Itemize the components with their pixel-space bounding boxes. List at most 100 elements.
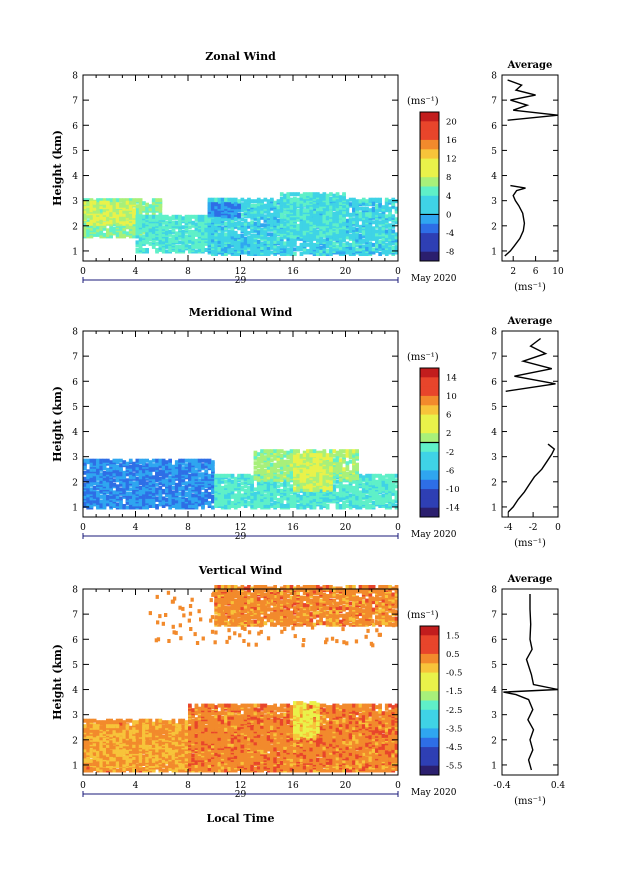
heatmap-cell	[289, 449, 294, 454]
heatmap-cell	[106, 499, 110, 504]
heatmap-cell	[188, 504, 192, 508]
heatmap-cell	[276, 205, 281, 210]
heatmap-cell	[348, 499, 353, 504]
heatmap-cell	[391, 229, 396, 234]
heatmap-cell	[197, 241, 202, 246]
heatmap-cell	[273, 212, 277, 217]
heatmap-cell	[165, 231, 169, 236]
heatmap-cell	[102, 496, 107, 501]
heatmap-cell	[217, 217, 222, 222]
heatmap-cell	[279, 470, 284, 475]
heatmap-cell	[319, 225, 323, 230]
heatmap-cell	[155, 198, 159, 203]
heatmap-cell	[371, 250, 376, 255]
heatmap-cell	[220, 214, 225, 219]
heatmap-cell	[394, 206, 399, 211]
heatmap-cell	[270, 467, 274, 472]
heatmap-cell	[266, 252, 271, 256]
heatmap-cell	[316, 211, 320, 216]
heatmap-cell	[302, 216, 307, 221]
heatmap-cell	[358, 496, 363, 501]
heatmap-cell	[270, 449, 274, 454]
heatmap-cell	[306, 226, 310, 231]
heatmap-cell	[391, 223, 396, 228]
heatmap-cell	[178, 491, 182, 496]
heatmap-cell	[230, 197, 235, 202]
heatmap-cell	[92, 485, 97, 490]
heatmap-cell	[220, 205, 225, 210]
heatmap-cell	[227, 197, 232, 202]
heatmap-cell	[230, 487, 235, 492]
heatmap-cell	[194, 497, 199, 502]
heatmap-cell	[99, 458, 104, 463]
heatmap-cell	[145, 231, 149, 236]
heatmap-cell	[102, 464, 107, 469]
x-tick-label: 0	[395, 267, 401, 277]
heatmap-cell	[89, 215, 94, 220]
heatmap-cell	[240, 236, 245, 241]
heatmap-cell	[263, 474, 268, 479]
heatmap-cell	[253, 199, 258, 204]
heatmap-cell	[158, 461, 163, 466]
heatmap-cell	[217, 203, 222, 208]
heatmap-cell	[184, 458, 189, 463]
heatmap-cell	[233, 209, 238, 214]
heatmap-cell	[266, 232, 271, 237]
heatmap-cell	[358, 217, 363, 222]
heatmap-cell	[375, 242, 379, 247]
heatmap-cell	[384, 473, 389, 478]
heatmap-cell	[384, 214, 389, 219]
heatmap-cell	[342, 500, 346, 505]
heatmap-cell	[296, 482, 300, 487]
heatmap-cell	[211, 249, 215, 253]
heatmap-cell	[102, 221, 107, 226]
heatmap-cell	[381, 500, 386, 505]
heatmap-cell	[289, 459, 294, 464]
heatmap-cell	[312, 242, 317, 247]
heatmap-cell	[306, 201, 310, 206]
heatmap-cell	[365, 481, 369, 486]
heatmap-cell	[306, 208, 310, 213]
heatmap-cell	[302, 242, 307, 247]
heatmap-cell	[243, 493, 248, 498]
heatmap-cell	[368, 197, 373, 202]
heatmap-cell	[384, 252, 389, 256]
heatmap-cell	[286, 216, 291, 221]
heatmap-cell	[309, 490, 314, 495]
heatmap-cell	[391, 245, 396, 250]
heatmap-cell	[247, 235, 251, 240]
heatmap-cell	[237, 226, 241, 231]
heatmap-cell	[240, 206, 245, 211]
heatmap-cell	[378, 202, 382, 207]
heatmap-cell	[240, 197, 245, 202]
heatmap-cell	[302, 223, 307, 228]
heatmap-cell	[142, 472, 146, 477]
heatmap-cell	[256, 221, 261, 226]
heatmap-cell	[224, 479, 228, 484]
heatmap-cell	[128, 504, 133, 508]
heatmap-cell	[384, 494, 389, 499]
heatmap-cell	[302, 202, 307, 207]
heatmap-cell	[361, 488, 366, 493]
heatmap-cell	[293, 196, 297, 201]
heatmap-cell	[128, 497, 133, 502]
heatmap-cell	[230, 239, 235, 244]
heatmap-cell	[256, 502, 261, 507]
y-tick-label: 1	[72, 247, 78, 257]
heatmap-cell	[99, 208, 104, 213]
heatmap-cell	[260, 223, 264, 228]
heatmap-cell	[243, 236, 248, 241]
heatmap-cell	[158, 208, 163, 213]
heatmap-cell	[102, 499, 107, 504]
heatmap-cell	[335, 496, 340, 501]
heatmap-cell	[260, 212, 264, 217]
heatmap-cell	[283, 464, 287, 469]
heatmap-cell	[286, 199, 291, 204]
heatmap-cell	[204, 500, 209, 505]
heatmap-cell	[230, 473, 235, 478]
heatmap-cell	[115, 205, 120, 210]
heatmap-cell	[171, 490, 176, 495]
heatmap-cell	[204, 241, 209, 246]
heatmap-cell	[260, 245, 264, 250]
heatmap-cell	[171, 500, 176, 505]
